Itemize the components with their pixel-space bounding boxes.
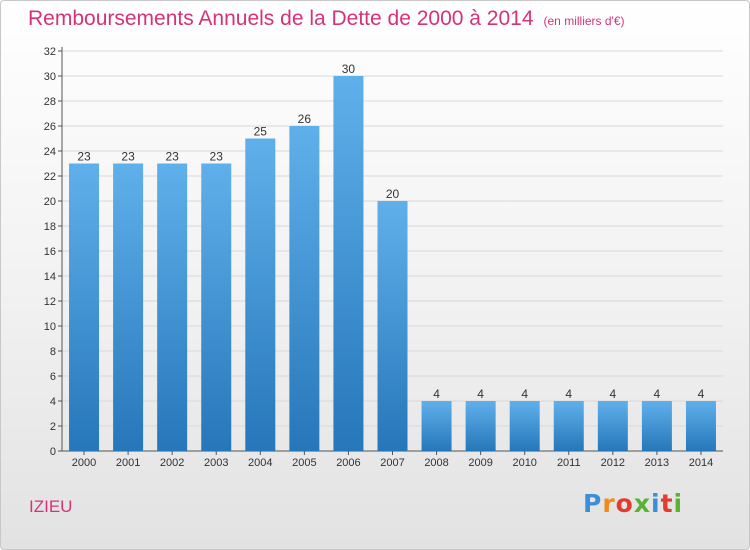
y-tick-label: 10 xyxy=(44,321,56,333)
y-tick-label: 6 xyxy=(50,371,56,383)
x-tick-label: 2005 xyxy=(292,457,316,469)
y-tick-label: 32 xyxy=(44,46,56,58)
bars xyxy=(69,76,716,451)
data-label: 23 xyxy=(165,150,179,164)
bar xyxy=(69,163,100,451)
y-tick-label: 16 xyxy=(44,246,56,258)
bar xyxy=(421,401,452,451)
logo-letter: i xyxy=(673,489,684,518)
x-tick-label: 2011 xyxy=(557,457,581,469)
y-tick-label: 18 xyxy=(44,221,56,233)
data-label: 4 xyxy=(654,387,661,401)
x-tick-label: 2014 xyxy=(689,457,713,469)
proxiti-logo: Proxiti xyxy=(583,489,683,518)
chart-title-main: Remboursements Annuels de la Dette de 20… xyxy=(28,7,534,30)
data-label: 4 xyxy=(433,387,440,401)
x-tick-label: 2000 xyxy=(72,457,96,469)
bar xyxy=(245,138,276,451)
x-tick-label: 2001 xyxy=(116,457,140,469)
y-tick-label: 8 xyxy=(50,346,56,358)
x-tick-label: 2010 xyxy=(512,457,536,469)
y-tick-label: 14 xyxy=(44,271,56,283)
x-tick-label: 2002 xyxy=(160,457,184,469)
bar xyxy=(641,401,672,451)
logo-letter: x xyxy=(633,489,651,518)
y-tick-label: 12 xyxy=(44,296,56,308)
bar xyxy=(113,163,144,451)
x-tick-label: 2008 xyxy=(424,457,448,469)
data-label: 20 xyxy=(386,187,400,201)
bar xyxy=(289,126,320,451)
y-tick-label: 24 xyxy=(44,146,56,158)
chart-title-unit: (en milliers d'€) xyxy=(543,14,625,28)
data-label: 23 xyxy=(77,150,91,164)
y-tick-label: 30 xyxy=(44,71,56,83)
commune-name: IZIEU xyxy=(29,497,73,516)
data-label: 4 xyxy=(698,387,705,401)
x-tick-label: 2004 xyxy=(248,457,272,469)
y-tick-label: 22 xyxy=(44,171,56,183)
data-label: 23 xyxy=(210,150,224,164)
data-label: 30 xyxy=(342,62,356,76)
x-tick-label: 2006 xyxy=(336,457,360,469)
bar xyxy=(597,401,628,451)
data-label: 4 xyxy=(565,387,572,401)
y-tick-label: 28 xyxy=(44,96,56,108)
data-label: 4 xyxy=(521,387,528,401)
x-tick-label: 2012 xyxy=(601,457,625,469)
data-label: 4 xyxy=(477,387,484,401)
bar xyxy=(377,201,408,451)
x-tick-label: 2013 xyxy=(645,457,669,469)
logo-letter: i xyxy=(651,489,661,518)
y-tick-label: 20 xyxy=(44,196,56,208)
bar xyxy=(553,401,584,451)
logo-letter: o xyxy=(615,489,634,518)
bar xyxy=(465,401,496,451)
bar xyxy=(509,401,540,451)
bar xyxy=(157,163,188,451)
y-tick-label: 0 xyxy=(50,446,56,458)
y-tick-label: 4 xyxy=(50,396,56,408)
y-tick-label: 26 xyxy=(44,121,56,133)
data-label: 4 xyxy=(609,387,616,401)
bar xyxy=(685,401,716,451)
logo-letter: r xyxy=(602,489,616,518)
data-labels: 23 23 23 23 25 26 30 20 4 4 4 4 4 4 4 xyxy=(77,62,704,401)
bar xyxy=(201,163,232,451)
data-label: 23 xyxy=(121,150,135,164)
logo-letter: t xyxy=(660,489,674,518)
x-tick-label: 2007 xyxy=(380,457,404,469)
x-tick-label: 2003 xyxy=(204,457,228,469)
x-tick-label: 2009 xyxy=(468,457,492,469)
logo-letter: P xyxy=(583,489,603,518)
y-tick-label: 2 xyxy=(50,421,56,433)
bar xyxy=(333,76,364,451)
chart-title: Remboursements Annuels de la Dette de 20… xyxy=(28,7,625,31)
data-label: 26 xyxy=(298,112,312,126)
data-label: 25 xyxy=(254,125,268,139)
